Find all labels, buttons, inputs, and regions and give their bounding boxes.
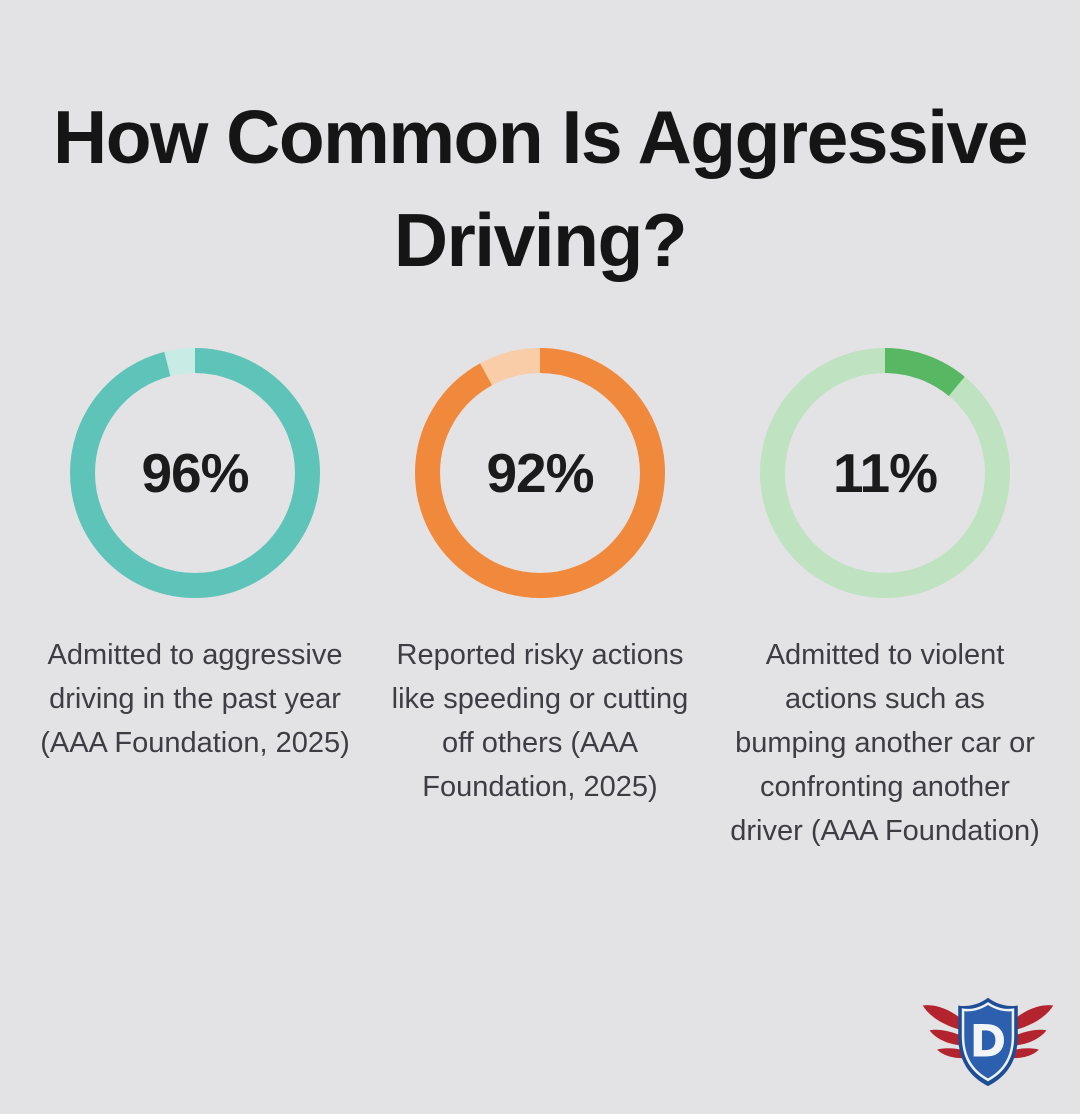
right-wing-icon xyxy=(1010,1005,1054,1059)
stat-caption: Admitted to violent actions such as bump… xyxy=(730,638,1040,847)
donut-value-arc xyxy=(760,347,1010,598)
donut-value-arc xyxy=(70,347,320,598)
donut-svg xyxy=(415,347,665,598)
brand-logo-svg: D xyxy=(922,997,1054,1087)
page-title: How Common Is Aggressive Driving? xyxy=(53,95,1028,282)
donut-svg xyxy=(760,347,1010,598)
percent-label: 11% xyxy=(832,441,938,504)
stat-caption: Reported risky actions like speeding or … xyxy=(391,638,689,803)
shield-icon: D xyxy=(958,997,1018,1087)
stat-caption: Admitted to aggressive driving in the pa… xyxy=(40,638,350,759)
percent-label: 96% xyxy=(141,441,249,504)
stats-row: 96% Admitted to aggressive driving in th… xyxy=(0,347,1080,853)
donut-svg xyxy=(70,347,320,598)
donut-chart-11: 11% xyxy=(760,347,1010,598)
brand-logo: D xyxy=(916,992,1060,1088)
logo-letter: D xyxy=(970,1016,1007,1067)
left-wing-icon xyxy=(922,1005,966,1059)
stat-column-risky-actions: 92% Reported risky actions like speeding… xyxy=(368,347,713,853)
donut-chart-92: 92% xyxy=(415,347,665,598)
stat-column-violent-actions: 11% Admitted to violent actions such as … xyxy=(713,347,1058,853)
donut-chart-96: 96% xyxy=(70,347,320,598)
donut-value-arc xyxy=(415,347,665,598)
stat-column-aggressive-driving: 96% Admitted to aggressive driving in th… xyxy=(23,347,368,853)
infographic-page: How Common Is Aggressive Driving? 96% Ad… xyxy=(0,95,1080,1087)
percent-label: 92% xyxy=(486,441,594,504)
